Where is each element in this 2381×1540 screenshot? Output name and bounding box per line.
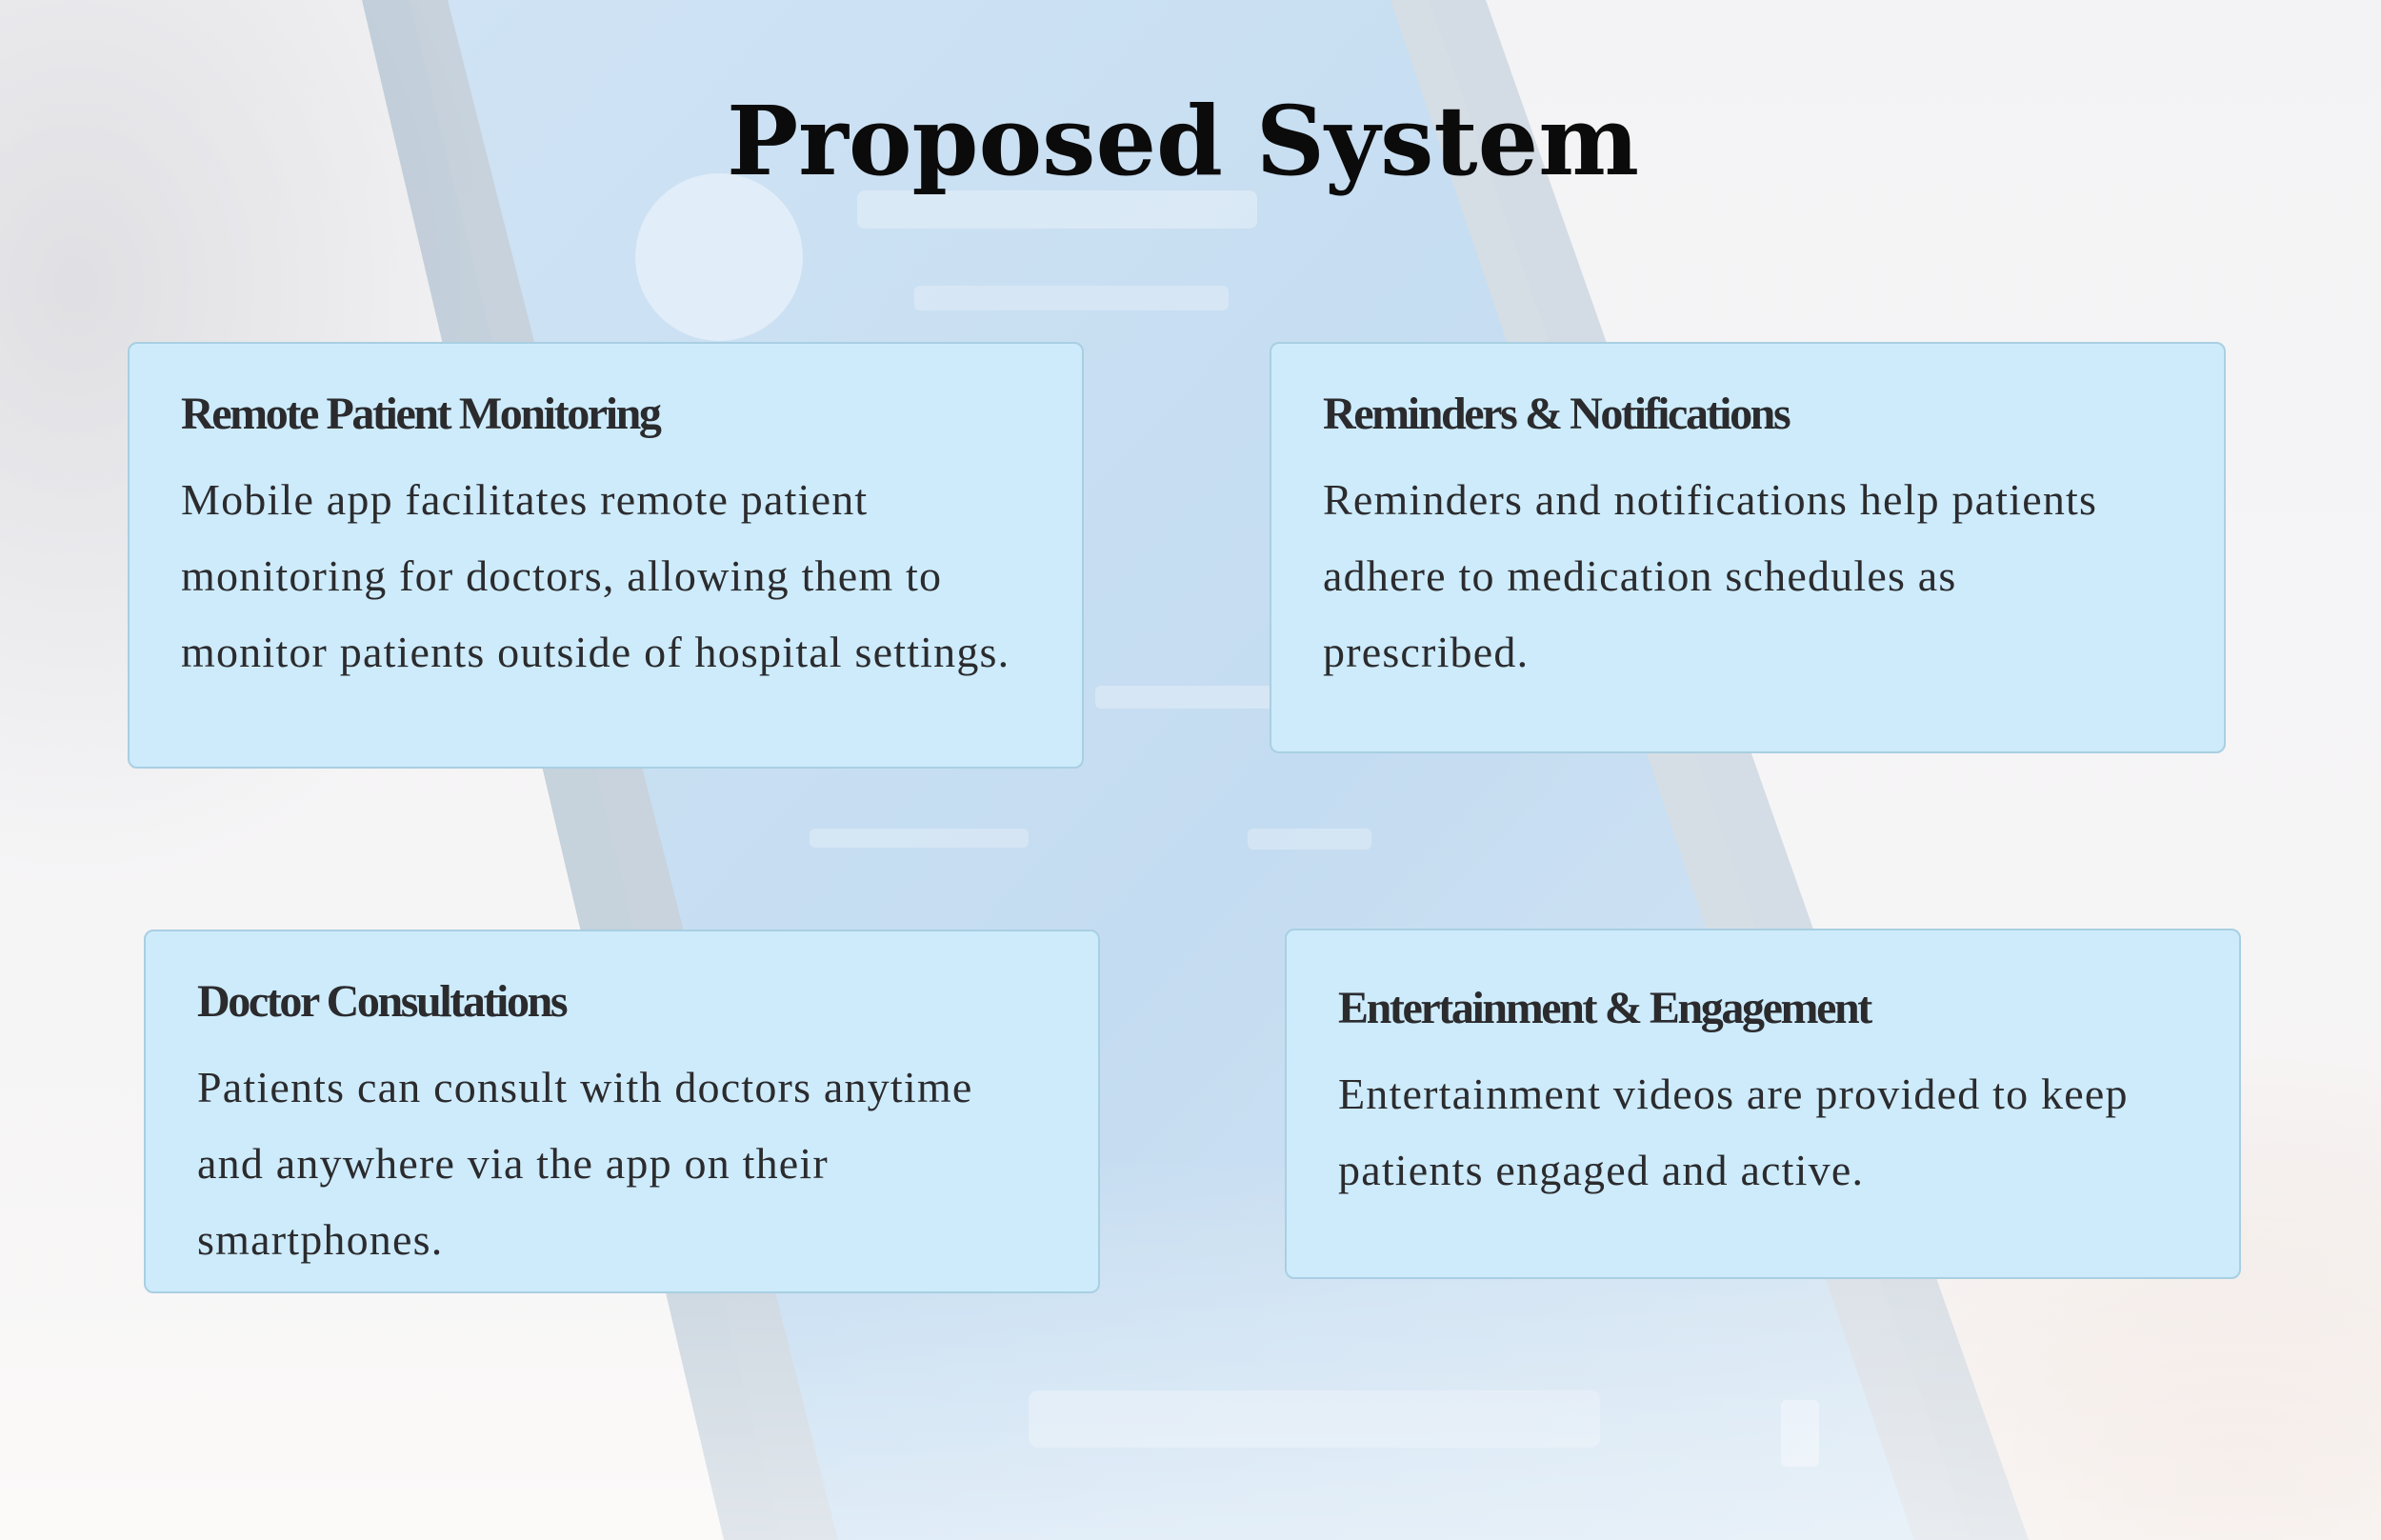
card-description: Reminders and notifications help patient… — [1323, 475, 2098, 676]
card-heading: Entertainment & Engagement — [1338, 983, 1872, 1033]
card-description: Patients can consult with doctors anytim… — [197, 1063, 973, 1264]
feature-card-doctor-consultations: Doctor Consultations Patients can consul… — [144, 930, 1100, 1293]
card-description: Mobile app facilitates remote patient mo… — [181, 475, 1010, 676]
feature-card-entertainment-engagement: Entertainment & Engagement Entertainment… — [1285, 929, 2241, 1279]
card-heading: Reminders & Notifications — [1323, 389, 1791, 439]
slide-title: Proposed System — [726, 85, 1640, 197]
feature-card-reminders-notifications: Reminders & Notifications Reminders and … — [1270, 342, 2226, 753]
card-heading: Doctor Consultations — [197, 976, 569, 1027]
card-description: Entertainment videos are provided to kee… — [1338, 1070, 2129, 1194]
card-heading: Remote Patient Monitoring — [181, 389, 662, 439]
feature-card-remote-patient-monitoring: Remote Patient Monitoring Mobile app fac… — [128, 342, 1084, 769]
